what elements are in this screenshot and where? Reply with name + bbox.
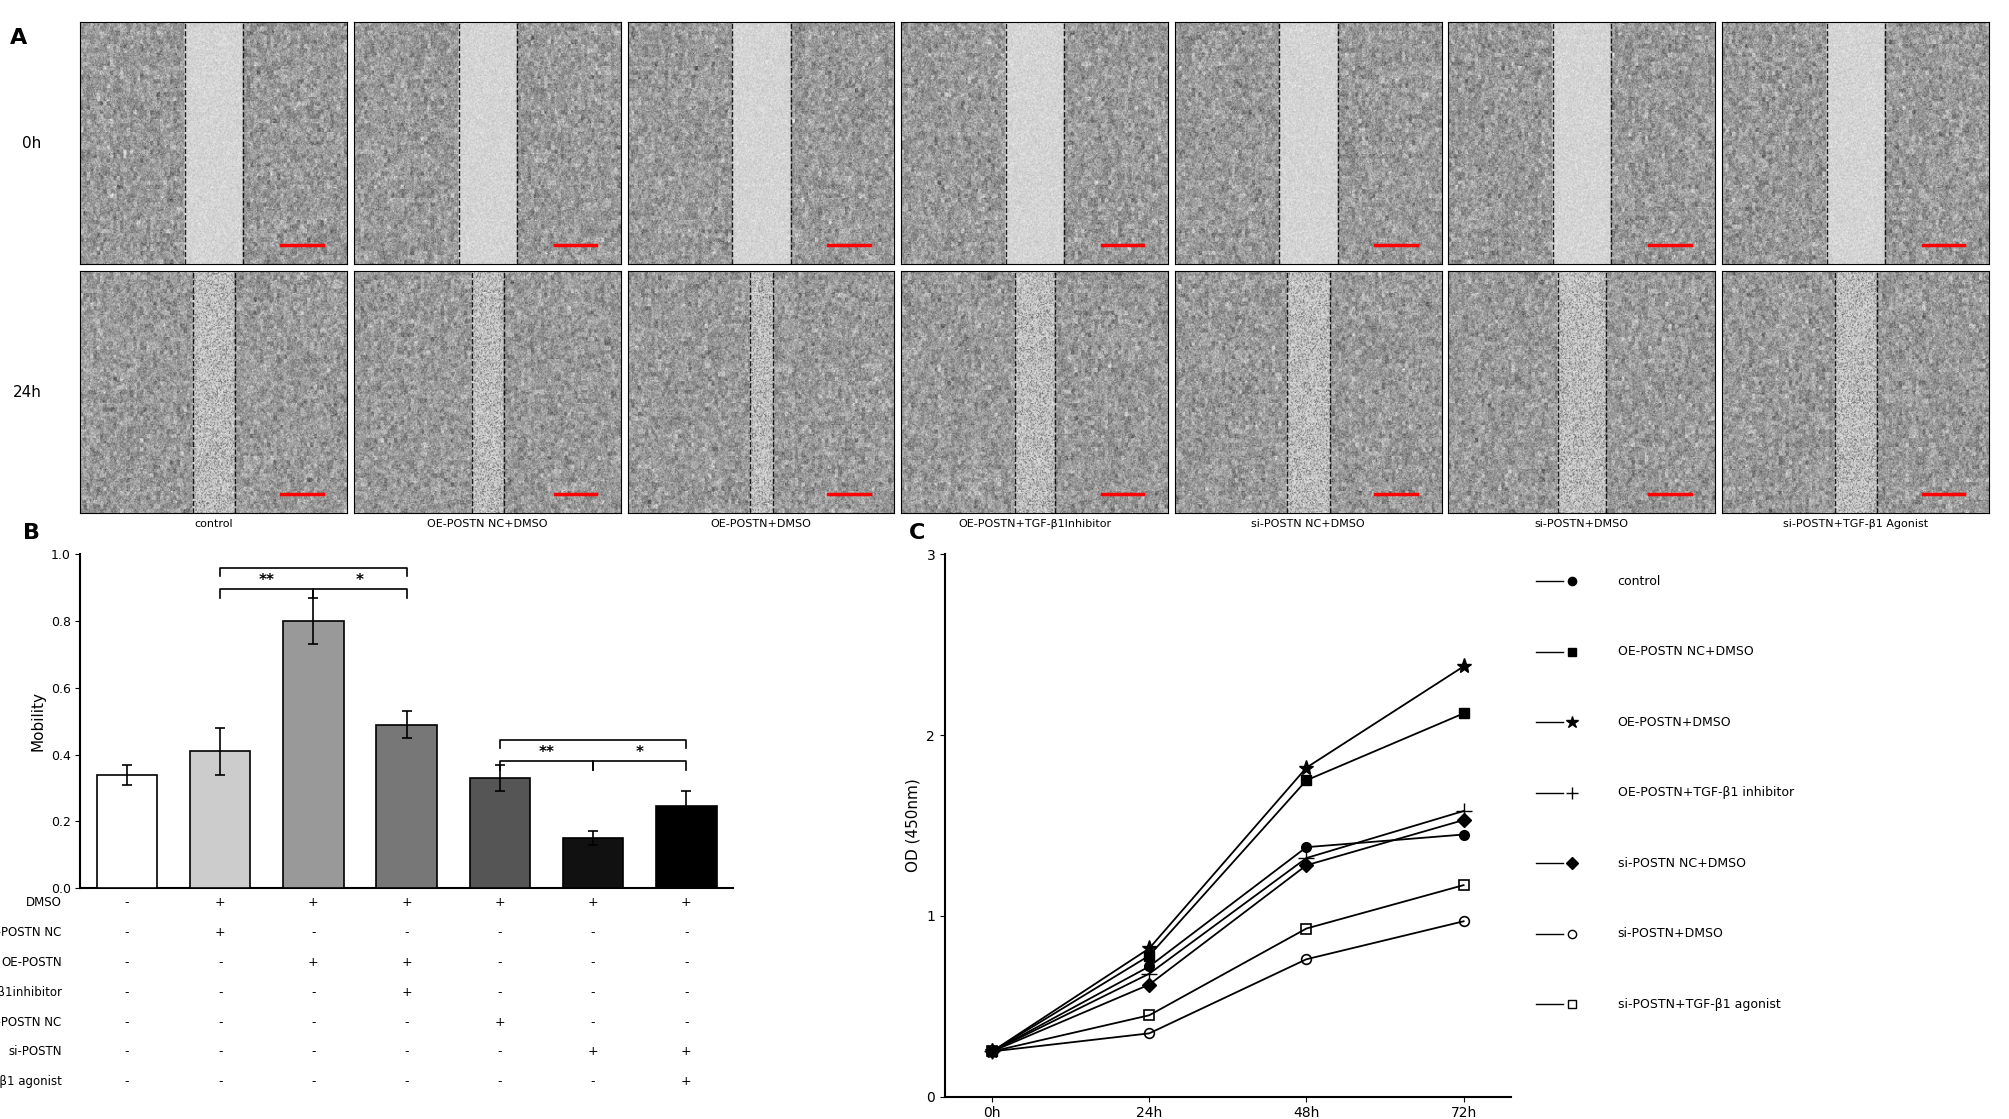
Text: -: -: [311, 986, 315, 999]
Text: -: -: [125, 1016, 129, 1028]
X-axis label: OE-POSTN NC+DMSO: OE-POSTN NC+DMSO: [428, 518, 548, 528]
Text: -: -: [498, 927, 502, 939]
Text: TGF-β1 agonist: TGF-β1 agonist: [0, 1075, 62, 1088]
Bar: [191, 751, 251, 888]
Y-axis label: 0h: 0h: [22, 135, 42, 151]
Text: si-POSTN+DMSO: si-POSTN+DMSO: [1617, 928, 1724, 940]
Bar: [563, 838, 623, 888]
Text: B: B: [24, 524, 40, 543]
Text: -: -: [498, 1075, 502, 1088]
Text: -: -: [217, 1045, 223, 1059]
Text: -: -: [404, 1075, 410, 1088]
Text: OE-POSTN+DMSO: OE-POSTN+DMSO: [1617, 716, 1732, 728]
Text: OE-POSTN NC: OE-POSTN NC: [0, 927, 62, 939]
Text: -: -: [125, 1045, 129, 1059]
Text: -: -: [498, 956, 502, 969]
Text: **: **: [259, 573, 275, 587]
Text: A: A: [10, 28, 28, 48]
Text: +: +: [494, 896, 504, 910]
Text: -: -: [683, 927, 689, 939]
Bar: [376, 724, 436, 888]
Text: +: +: [681, 1045, 691, 1059]
Text: -: -: [125, 1075, 129, 1088]
Text: +: +: [402, 896, 412, 910]
Text: -: -: [311, 1075, 315, 1088]
Text: -: -: [591, 1075, 595, 1088]
Text: +: +: [402, 986, 412, 999]
Text: **: **: [538, 744, 554, 760]
Text: -: -: [591, 1016, 595, 1028]
Text: -: -: [591, 927, 595, 939]
Text: +: +: [589, 1045, 599, 1059]
X-axis label: OE-POSTN+DMSO: OE-POSTN+DMSO: [711, 518, 812, 528]
Text: -: -: [404, 1045, 410, 1059]
Y-axis label: Mobility: Mobility: [30, 692, 44, 751]
Text: *: *: [356, 573, 364, 587]
Text: +: +: [589, 896, 599, 910]
Text: +: +: [215, 896, 225, 910]
X-axis label: si-POSTN NC+DMSO: si-POSTN NC+DMSO: [1252, 518, 1364, 528]
Text: si-POSTN: si-POSTN: [8, 1045, 62, 1059]
Text: -: -: [311, 927, 315, 939]
Text: +: +: [681, 896, 691, 910]
Text: -: -: [498, 1045, 502, 1059]
Text: -: -: [591, 956, 595, 969]
Text: C: C: [908, 524, 924, 543]
X-axis label: si-POSTN+DMSO: si-POSTN+DMSO: [1535, 518, 1629, 528]
Text: -: -: [125, 927, 129, 939]
Text: -: -: [217, 1016, 223, 1028]
X-axis label: si-POSTN+TGF-β1 Agonist: si-POSTN+TGF-β1 Agonist: [1782, 518, 1929, 528]
Text: OE-POSTN+TGF-β1 inhibitor: OE-POSTN+TGF-β1 inhibitor: [1617, 787, 1794, 799]
Text: -: -: [683, 1016, 689, 1028]
Text: +: +: [307, 896, 319, 910]
Bar: [283, 621, 344, 888]
Bar: [470, 778, 530, 888]
Text: +: +: [307, 956, 319, 969]
Text: -: -: [311, 1016, 315, 1028]
Text: si-POSTN+TGF-β1 agonist: si-POSTN+TGF-β1 agonist: [1617, 998, 1780, 1010]
X-axis label: control: control: [195, 518, 233, 528]
Text: DMSO: DMSO: [26, 896, 62, 910]
Text: +: +: [402, 956, 412, 969]
Text: +: +: [681, 1075, 691, 1088]
Text: -: -: [404, 1016, 410, 1028]
Text: OE-POSTN: OE-POSTN: [2, 956, 62, 969]
X-axis label: OE-POSTN+TGF-β1Inhibitor: OE-POSTN+TGF-β1Inhibitor: [958, 518, 1111, 528]
Text: -: -: [404, 927, 410, 939]
Text: control: control: [1617, 575, 1661, 587]
Text: +: +: [494, 1016, 504, 1028]
Text: -: -: [217, 986, 223, 999]
Y-axis label: 24h: 24h: [12, 385, 42, 399]
Text: -: -: [125, 896, 129, 910]
Bar: [96, 774, 157, 888]
Text: *: *: [635, 744, 643, 760]
Text: si-POSTN NC: si-POSTN NC: [0, 1016, 62, 1028]
Text: -: -: [683, 956, 689, 969]
Y-axis label: OD (450nm): OD (450nm): [906, 779, 920, 873]
Text: -: -: [125, 986, 129, 999]
Text: -: -: [217, 956, 223, 969]
Text: -: -: [591, 986, 595, 999]
Text: TGF-β1inhibitor: TGF-β1inhibitor: [0, 986, 62, 999]
Text: -: -: [683, 986, 689, 999]
Text: -: -: [311, 1045, 315, 1059]
Text: -: -: [217, 1075, 223, 1088]
Text: OE-POSTN NC+DMSO: OE-POSTN NC+DMSO: [1617, 646, 1754, 658]
Text: +: +: [215, 927, 225, 939]
Text: -: -: [498, 986, 502, 999]
Text: si-POSTN NC+DMSO: si-POSTN NC+DMSO: [1617, 857, 1746, 869]
Text: -: -: [125, 956, 129, 969]
Bar: [657, 807, 717, 888]
